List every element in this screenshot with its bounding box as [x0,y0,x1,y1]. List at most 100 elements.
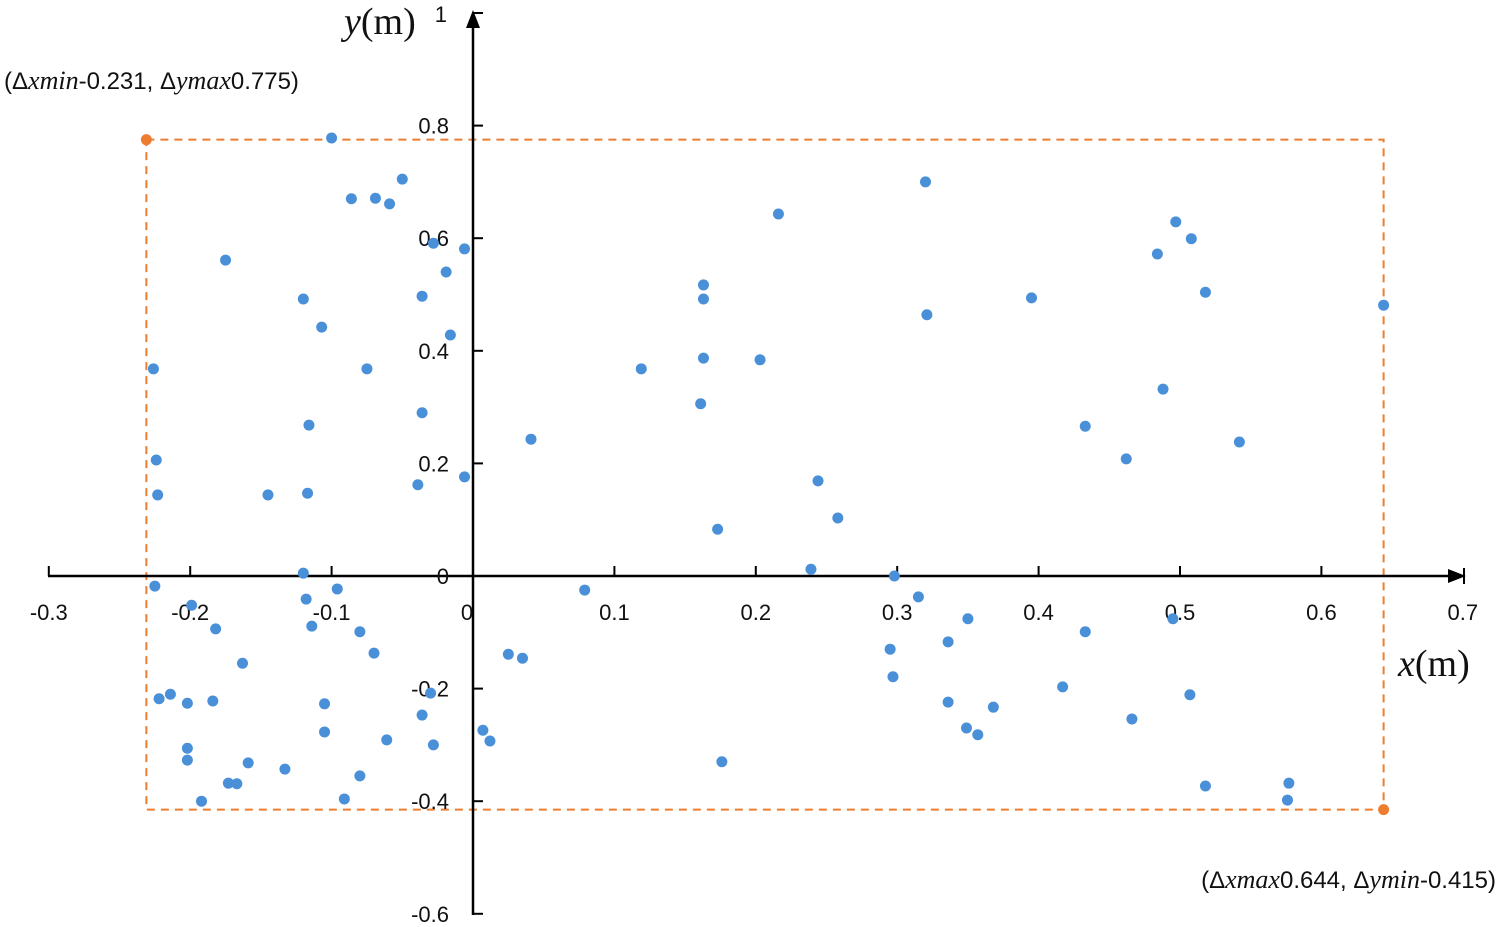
data-point [697,293,709,305]
data-point [297,293,309,305]
data-point [987,701,999,713]
x-tick-label: 0.6 [1306,600,1337,625]
data-point [942,636,954,648]
data-point [440,266,452,278]
y-tick-label: -0.4 [411,789,449,814]
data-point [319,698,331,710]
data-point [754,354,766,366]
data-point [888,570,900,582]
data-point [306,620,318,632]
data-point [381,734,393,746]
data-point [164,688,176,700]
data-point [1199,286,1211,298]
y-tick-label: 0 [437,564,449,589]
data-point [416,709,428,721]
data-point [297,567,309,579]
data-point [1126,713,1138,725]
data-point [772,208,784,220]
data-point [147,363,159,375]
data-point [262,489,274,501]
data-point [427,739,439,751]
data-point [942,696,954,708]
x-tick-label: 0.2 [741,600,772,625]
data-point [887,671,899,683]
data-point [1170,216,1182,228]
x-tick-label: 0.4 [1023,600,1054,625]
bounding-box-rect [145,138,1385,811]
data-point [884,643,896,655]
data-point [1283,777,1295,789]
data-point [1233,436,1245,448]
bounding-box [145,138,1385,811]
data-point [210,623,222,635]
data-point [425,687,437,699]
data-point [1079,626,1091,638]
data-points [147,132,1390,807]
y-ticks: -0.6-0.4-0.200.20.40.60.81 [411,2,483,927]
data-point [237,657,249,669]
x-axis-arrow-icon [1448,569,1466,583]
data-point [369,192,381,204]
data-point [396,173,408,185]
data-point [196,795,208,807]
x-tick-label: 0.3 [882,600,913,625]
data-point [695,398,707,410]
data-point [150,454,162,466]
data-point [1026,292,1038,304]
data-point [960,722,972,734]
data-point [427,237,439,249]
data-point [361,363,373,375]
y-tick-label: -0.6 [411,902,449,927]
data-point [181,742,193,754]
axes: -0.3 -0.2 -0.1 0 0.1 0.2 0.3 0.4 0.5 0.6 0.7 -0.6-… [30,2,1478,927]
y-axis-arrow-icon [466,10,480,28]
data-point [1079,420,1091,432]
x-tick-label: 0 [461,600,473,625]
data-point [716,756,728,768]
data-point [921,309,933,321]
x-tick-label: 0.1 [599,600,630,625]
data-point [1281,794,1293,806]
data-point [319,726,331,738]
data-point [516,652,528,664]
data-point [153,693,165,705]
data-point [1167,613,1179,625]
data-point [1378,299,1390,311]
data-point [207,695,219,707]
y-axis-title: y(m) [340,1,416,43]
data-point [412,479,424,491]
data-point [222,777,234,789]
data-point [331,583,343,595]
y-tick-label: 0.8 [418,114,449,139]
data-point [368,647,380,659]
annotation-min-corner: (Δxmin-0.231, Δymax0.775) [4,66,299,95]
data-point [416,290,428,302]
data-point [326,132,338,144]
data-point [181,697,193,709]
data-point [919,176,931,188]
data-point [279,763,291,775]
data-point [805,563,817,575]
data-point [300,593,312,605]
y-tick-label: 0.2 [418,451,449,476]
data-point [1120,453,1132,465]
x-tick-label: -0.1 [313,600,351,625]
data-point [149,580,161,592]
data-point [697,352,709,364]
annotation-max-corner: (Δxmax0.644, Δymin-0.415) [1201,865,1496,894]
data-point [1157,383,1169,395]
data-point [302,487,314,499]
data-point [1057,681,1069,693]
x-ticks: -0.3 -0.2 -0.1 0 0.1 0.2 0.3 0.4 0.5 0.6 0.7 [30,566,1478,625]
data-point [384,198,396,210]
data-point [152,489,164,501]
data-point [459,243,471,255]
data-point [1184,689,1196,701]
data-point [712,523,724,535]
data-point [354,770,366,782]
data-point [1151,248,1163,260]
data-point [186,599,198,611]
data-point [579,584,591,596]
data-point [477,724,489,736]
data-point [484,735,496,747]
